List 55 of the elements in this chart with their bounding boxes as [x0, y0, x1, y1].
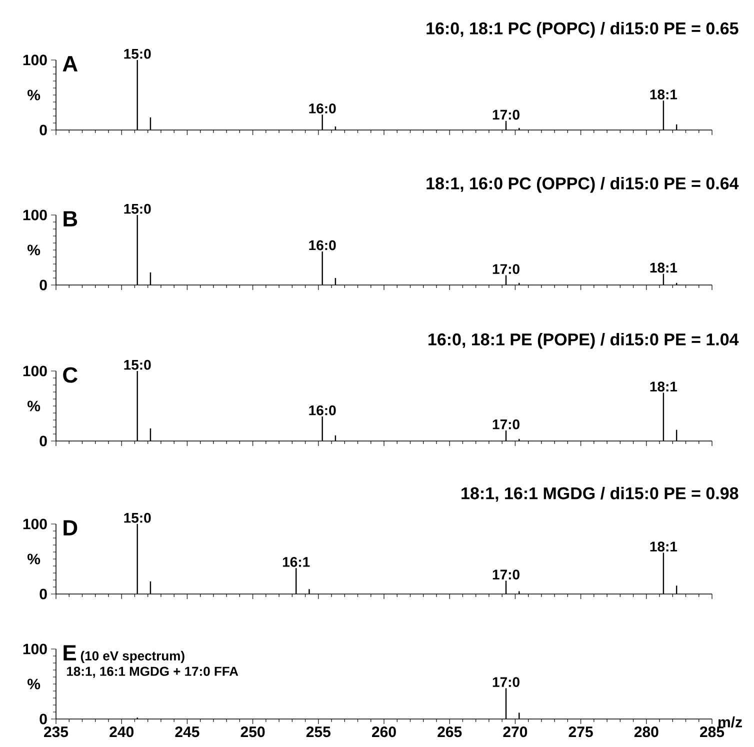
annotation: 15:0	[124, 360, 151, 370]
chart-title: 18:1, 16:1 MGDG / di15:0 PE = 0.98	[462, 486, 738, 502]
y-axis-title: %	[28, 554, 40, 564]
annotation: 16:1	[282, 556, 310, 567]
x-tick-label: 260	[372, 726, 396, 738]
x-tick-label: 245	[175, 726, 200, 738]
annotation: D	[64, 520, 78, 536]
x-tick-label: 270	[503, 726, 528, 738]
annotation: 17:0	[492, 419, 520, 430]
annotation: 16:0	[309, 103, 336, 114]
y-tick-label: 0	[40, 588, 47, 600]
y-tick-label: 0	[40, 280, 47, 290]
y-axis-title: %	[28, 400, 40, 412]
annotation: (10 eV spectrum)	[80, 650, 184, 664]
annotation: A	[62, 56, 78, 72]
annotation: 17:0	[492, 570, 520, 580]
x-tick-label: 250	[240, 726, 265, 738]
annotation: 18:1	[650, 262, 678, 273]
annotation: 18:1	[650, 542, 678, 552]
annotation: 17:0	[492, 677, 520, 688]
annotation: 17:0	[492, 264, 520, 274]
annotation: 16:0	[309, 240, 336, 250]
y-tick-label: 100	[23, 644, 47, 654]
annotation: 15:0	[124, 512, 151, 523]
y-tick-label: 0	[40, 436, 47, 446]
y-axis-title: %	[28, 90, 40, 100]
annotation: 17:0	[492, 110, 520, 120]
chart-title: 16:0, 18:1 PE (POPE) / di15:0 PE = 1.04	[428, 332, 739, 349]
y-tick-label: 0	[40, 124, 47, 136]
y-tick-label: 100	[23, 54, 47, 66]
chart-title: 18:1, 16:0 PC (OPPC) / di15:0 PE = 0.64	[426, 176, 739, 193]
annotation: 18:1	[650, 89, 678, 100]
annotation: B	[64, 211, 78, 226]
annotation: C	[63, 367, 78, 383]
y-tick-label: 0	[40, 714, 47, 724]
annotation: 16:0	[309, 405, 336, 416]
y-tick-label: 100	[23, 210, 47, 220]
y-tick-label: 100	[23, 518, 47, 530]
x-tick-label: 285	[700, 726, 724, 738]
y-axis-title: %	[28, 678, 40, 690]
chart-title: 16:0, 18:1 PC (POPC) / di15:0 PE = 0.65	[426, 22, 738, 38]
x-tick-label: 280	[634, 726, 658, 738]
y-tick-label: 100	[23, 366, 47, 376]
x-tick-label: 275	[568, 726, 593, 738]
x-tick-label: 240	[110, 726, 134, 738]
x-tick-label: 265	[438, 726, 462, 738]
annotation: 18:1	[650, 382, 678, 392]
x-axis-title: m/z	[718, 716, 742, 728]
annotation: E	[64, 645, 76, 660]
annotation: 15:0	[124, 204, 151, 214]
y-axis-title: %	[28, 244, 40, 256]
annotation: 15:0	[124, 48, 151, 59]
x-tick-label: 255	[306, 726, 330, 738]
annotation: 18:1, 16:1 MGDG + 17:0 FFA	[67, 666, 238, 678]
x-tick-label: 235	[44, 726, 68, 738]
